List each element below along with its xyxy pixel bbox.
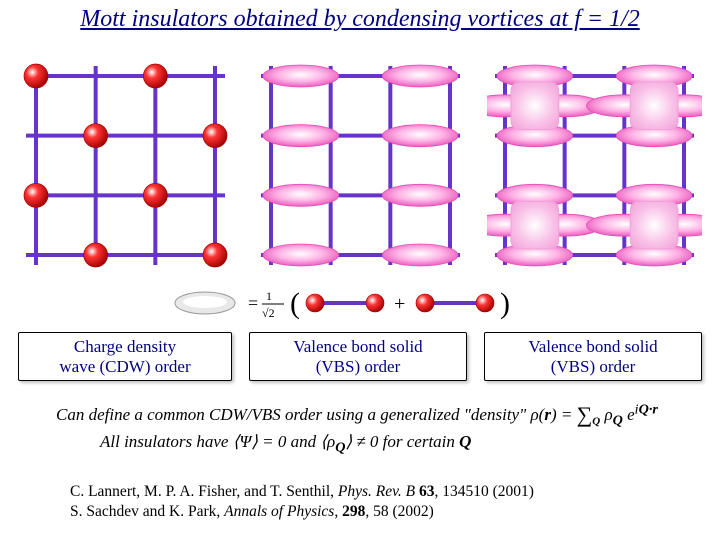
svg-text:+: + <box>394 293 405 315</box>
svg-text:(: ( <box>290 287 300 320</box>
svg-text:√2: √2 <box>262 306 275 320</box>
eq-line2: All insulators have ⟨Ψ⟩ = 0 and ⟨ρQ⟩ ≠ 0… <box>100 432 471 456</box>
svg-text:): ) <box>500 287 510 320</box>
vbs2-label: Valence bond solid(VBS) order <box>484 332 702 381</box>
label-row: Charge densitywave (CDW) order Valence b… <box>18 332 702 381</box>
legend-equation: = 1 √2 ( +) <box>0 282 720 329</box>
svg-text:1: 1 <box>266 289 272 303</box>
slide-title: Mott insulators obtained by condensing v… <box>0 6 720 33</box>
eq-line1: Can define a common CDW/VBS order using … <box>56 400 658 429</box>
cdw-label: Charge densitywave (CDW) order <box>18 332 232 381</box>
vbs2-diagram <box>487 58 702 273</box>
diagram-row <box>18 58 702 273</box>
vbs1-label: Valence bond solid(VBS) order <box>249 332 467 381</box>
svg-text:=: = <box>248 293 258 313</box>
vbs1-diagram <box>253 58 468 273</box>
cdw-diagram <box>18 58 233 273</box>
references: C. Lannert, M. P. A. Fisher, and T. Sent… <box>70 482 534 522</box>
